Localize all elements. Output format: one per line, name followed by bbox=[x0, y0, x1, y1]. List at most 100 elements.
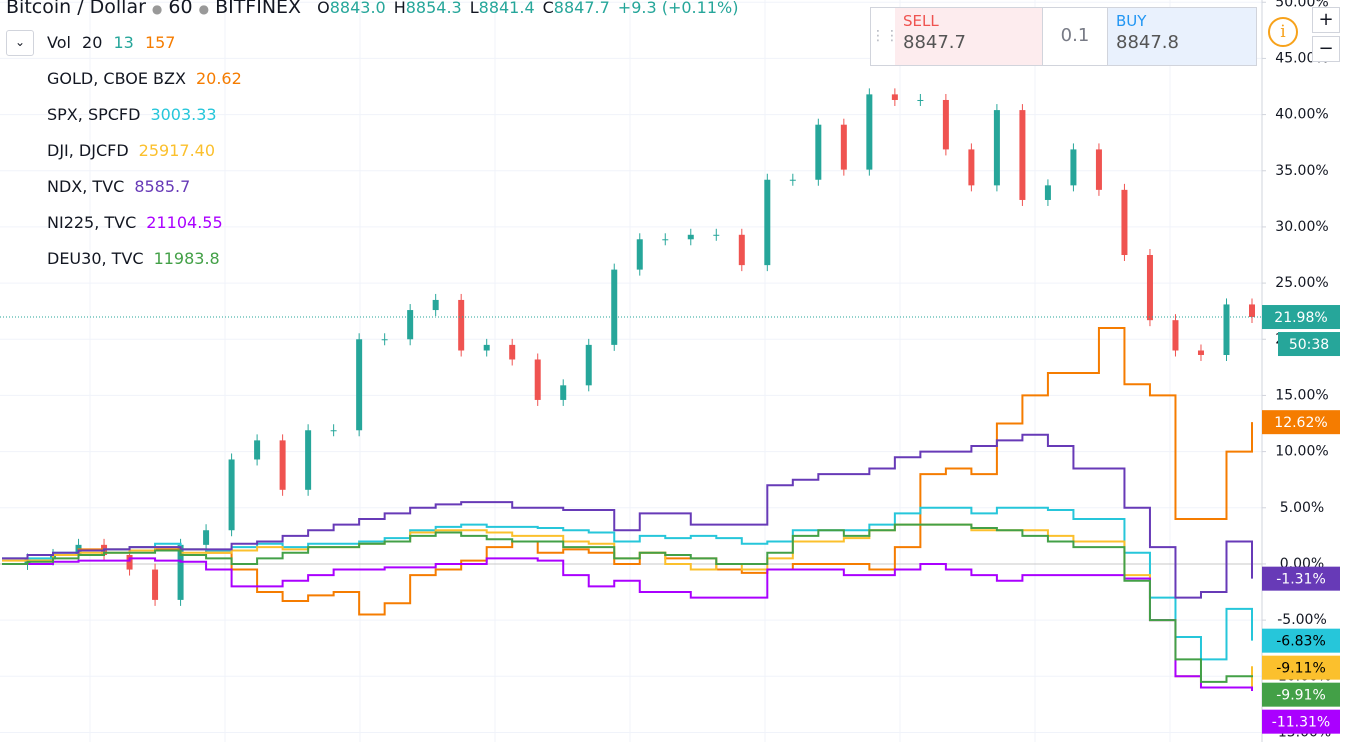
candle bbox=[687, 234, 694, 240]
legend-row: GOLD, CBOE BZX 20.62 bbox=[0, 64, 242, 100]
candle bbox=[305, 430, 312, 490]
ohlc-value: 8843.0 bbox=[329, 0, 386, 17]
candle bbox=[203, 530, 210, 545]
legend-row: DEU30, TVC 11983.8 bbox=[0, 244, 242, 280]
candle bbox=[1146, 255, 1153, 321]
volume-label: Vol bbox=[47, 33, 71, 52]
legend-value: 25917.40 bbox=[138, 141, 216, 160]
candle bbox=[381, 339, 388, 341]
ohlc-value: 8841.4 bbox=[478, 0, 535, 17]
legend-name: DJI, DJCFD bbox=[47, 141, 129, 160]
candle bbox=[1070, 149, 1077, 186]
sell-price: 8847.7 bbox=[903, 32, 966, 53]
candle bbox=[177, 544, 184, 600]
candle bbox=[891, 94, 898, 100]
candle bbox=[585, 344, 592, 386]
volume-row: Vol 20 13 157 bbox=[0, 28, 242, 64]
last-value-badge bbox=[1262, 305, 1340, 330]
series-line bbox=[2, 506, 1253, 661]
candle bbox=[1249, 304, 1255, 318]
buy-price: 8847.8 bbox=[1116, 32, 1179, 53]
candle bbox=[126, 554, 133, 570]
change: +9.3 (+0.11%) bbox=[617, 0, 739, 17]
ohlc-label: H bbox=[393, 0, 406, 17]
candle bbox=[483, 344, 490, 351]
candle bbox=[1121, 189, 1128, 256]
legend-name: SPX, SPCFD bbox=[47, 105, 141, 124]
last-value-label: -9.91% bbox=[1276, 688, 1326, 704]
candle bbox=[738, 234, 745, 266]
candle bbox=[917, 99, 924, 101]
candle bbox=[330, 430, 337, 432]
sell-label: SELL bbox=[903, 12, 939, 30]
y-tick-label: 10.00% bbox=[1275, 444, 1328, 460]
last-value-badge bbox=[1262, 682, 1340, 707]
legend-row: NI225, TVC 21104.55 bbox=[0, 208, 242, 244]
candle bbox=[254, 440, 261, 460]
legend-value: 3003.33 bbox=[150, 105, 217, 124]
countdown-badge bbox=[1278, 332, 1340, 357]
grip[interactable]: ⋮⋮ bbox=[871, 28, 899, 44]
legend-name: NDX, TVC bbox=[47, 177, 125, 196]
candle bbox=[840, 124, 847, 170]
candle bbox=[1197, 350, 1204, 355]
info-button[interactable]: i bbox=[1268, 17, 1298, 47]
candle bbox=[1019, 110, 1026, 200]
legend-value: 11983.8 bbox=[153, 249, 220, 268]
zoom-out[interactable]: − bbox=[1312, 36, 1340, 62]
candle bbox=[1172, 320, 1179, 351]
candle bbox=[942, 99, 949, 150]
candle bbox=[968, 149, 975, 186]
legend-row: SPX, SPCFD 3003.33 bbox=[0, 100, 242, 136]
last-value-label: -9.11% bbox=[1276, 661, 1326, 677]
volume-value: 20 bbox=[82, 33, 103, 52]
candle bbox=[228, 459, 235, 531]
legend-value: 20.62 bbox=[195, 69, 242, 88]
symbol-header: Bitcoin / Dollar ● 60 ● BITFINEX O8843.0 H885… bbox=[6, 0, 738, 18]
candle bbox=[993, 110, 1000, 186]
legend-value: 8585.7 bbox=[134, 177, 191, 196]
candle bbox=[458, 299, 465, 351]
sell-button[interactable]: SELL 8847.7 bbox=[895, 8, 1043, 65]
y-tick-label: 50.00% bbox=[1275, 0, 1328, 10]
buy-label: BUY bbox=[1116, 12, 1147, 30]
candle bbox=[764, 179, 771, 266]
ohlc-value: 8854.3 bbox=[405, 0, 462, 17]
y-tick-label: 35.00% bbox=[1275, 163, 1328, 179]
candle bbox=[611, 269, 618, 345]
candle bbox=[407, 310, 414, 340]
ohlc-item: L8841.4 bbox=[470, 0, 535, 17]
y-tick-label: 30.00% bbox=[1275, 219, 1328, 235]
candle bbox=[662, 239, 669, 241]
buy-button[interactable]: BUY 8847.8 bbox=[1108, 8, 1256, 65]
zoom-in[interactable]: + bbox=[1312, 7, 1340, 33]
exchange: BITFINEX bbox=[215, 0, 302, 18]
y-tick-label: -5.00% bbox=[1277, 612, 1327, 628]
candle bbox=[1223, 304, 1230, 355]
candle bbox=[534, 359, 541, 400]
series-line bbox=[2, 327, 1253, 616]
quantity[interactable]: 0.1 bbox=[1043, 8, 1108, 65]
series-line bbox=[2, 433, 1253, 599]
ohlc-item: C8847.7 bbox=[543, 0, 610, 17]
candle bbox=[815, 124, 822, 180]
collapse-button[interactable]: ⌄ bbox=[6, 30, 34, 56]
ohlc-label: L bbox=[469, 0, 479, 17]
y-tick-label: 5.00% bbox=[1280, 500, 1324, 516]
interval: 60 bbox=[168, 0, 193, 18]
candle bbox=[509, 344, 516, 360]
y-tick-label: 25.00% bbox=[1275, 275, 1328, 291]
ohlc-item: H8854.3 bbox=[394, 0, 462, 17]
volume-value: 13 bbox=[113, 33, 134, 52]
legend-value: 21104.55 bbox=[146, 213, 223, 232]
legend-name: NI225, TVC bbox=[47, 213, 137, 232]
trade-panel: ⋮⋮ SELL 8847.7 0.1 BUY 8847.8 bbox=[870, 7, 1257, 66]
ohlc-value: 8847.7 bbox=[553, 0, 610, 17]
last-value-label: -6.83% bbox=[1276, 634, 1326, 650]
series-line bbox=[2, 557, 1253, 691]
legend-row: NDX, TVC 8585.7 bbox=[0, 172, 242, 208]
candle bbox=[866, 94, 873, 170]
last-value-badge bbox=[1262, 655, 1340, 680]
